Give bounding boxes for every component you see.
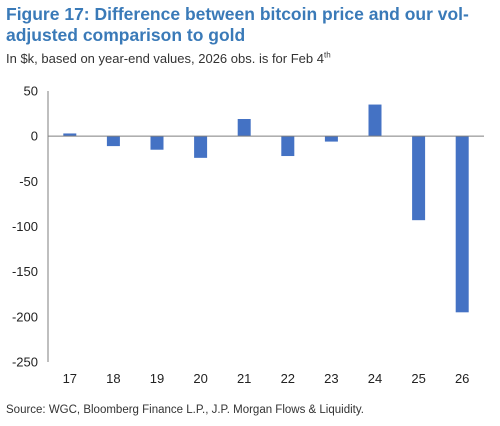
x-tick-label: 25 bbox=[411, 371, 425, 386]
y-tick-label: -150 bbox=[12, 264, 38, 279]
bar bbox=[63, 133, 77, 137]
y-tick-label: -200 bbox=[12, 309, 38, 324]
y-tick-label: 0 bbox=[31, 129, 38, 144]
y-tick-label: -50 bbox=[19, 174, 38, 189]
chart-subtitle: In $k, based on year-end values, 2026 ob… bbox=[6, 51, 494, 67]
chart-source-note: Source: WGC, Bloomberg Finance L.P., J.P… bbox=[6, 404, 364, 416]
x-tick-label: 26 bbox=[455, 371, 469, 386]
bar bbox=[106, 136, 120, 147]
bar bbox=[412, 136, 426, 221]
bar bbox=[150, 136, 164, 150]
y-tick-label: -100 bbox=[12, 219, 38, 234]
bar bbox=[324, 136, 338, 142]
chart-title: Figure 17: Difference between bitcoin pr… bbox=[6, 4, 469, 45]
y-tick-label: -250 bbox=[12, 355, 38, 370]
bars-group bbox=[63, 104, 469, 313]
y-axis-ticks: 50 0 -50 -100 -150 -200 -250 bbox=[12, 84, 38, 370]
x-axis-ticks: 17 18 19 20 21 22 23 24 25 26 bbox=[63, 371, 470, 386]
x-tick-label: 21 bbox=[237, 371, 251, 386]
x-tick-label: 22 bbox=[281, 371, 295, 386]
x-tick-label: 18 bbox=[106, 371, 120, 386]
x-tick-label: 17 bbox=[63, 371, 77, 386]
bar bbox=[237, 119, 251, 137]
bar bbox=[281, 136, 295, 157]
bar bbox=[368, 104, 382, 137]
bar bbox=[455, 136, 469, 313]
x-tick-label: 20 bbox=[193, 371, 207, 386]
y-tick-label: 50 bbox=[24, 84, 38, 99]
chart-subtitle-text: In $k, based on year-end values, 2026 ob… bbox=[6, 51, 324, 66]
chart-subtitle-superscript: th bbox=[323, 50, 331, 60]
x-tick-label: 19 bbox=[150, 371, 164, 386]
x-tick-label: 24 bbox=[368, 371, 382, 386]
bar bbox=[194, 136, 208, 158]
x-tick-label: 23 bbox=[324, 371, 338, 386]
